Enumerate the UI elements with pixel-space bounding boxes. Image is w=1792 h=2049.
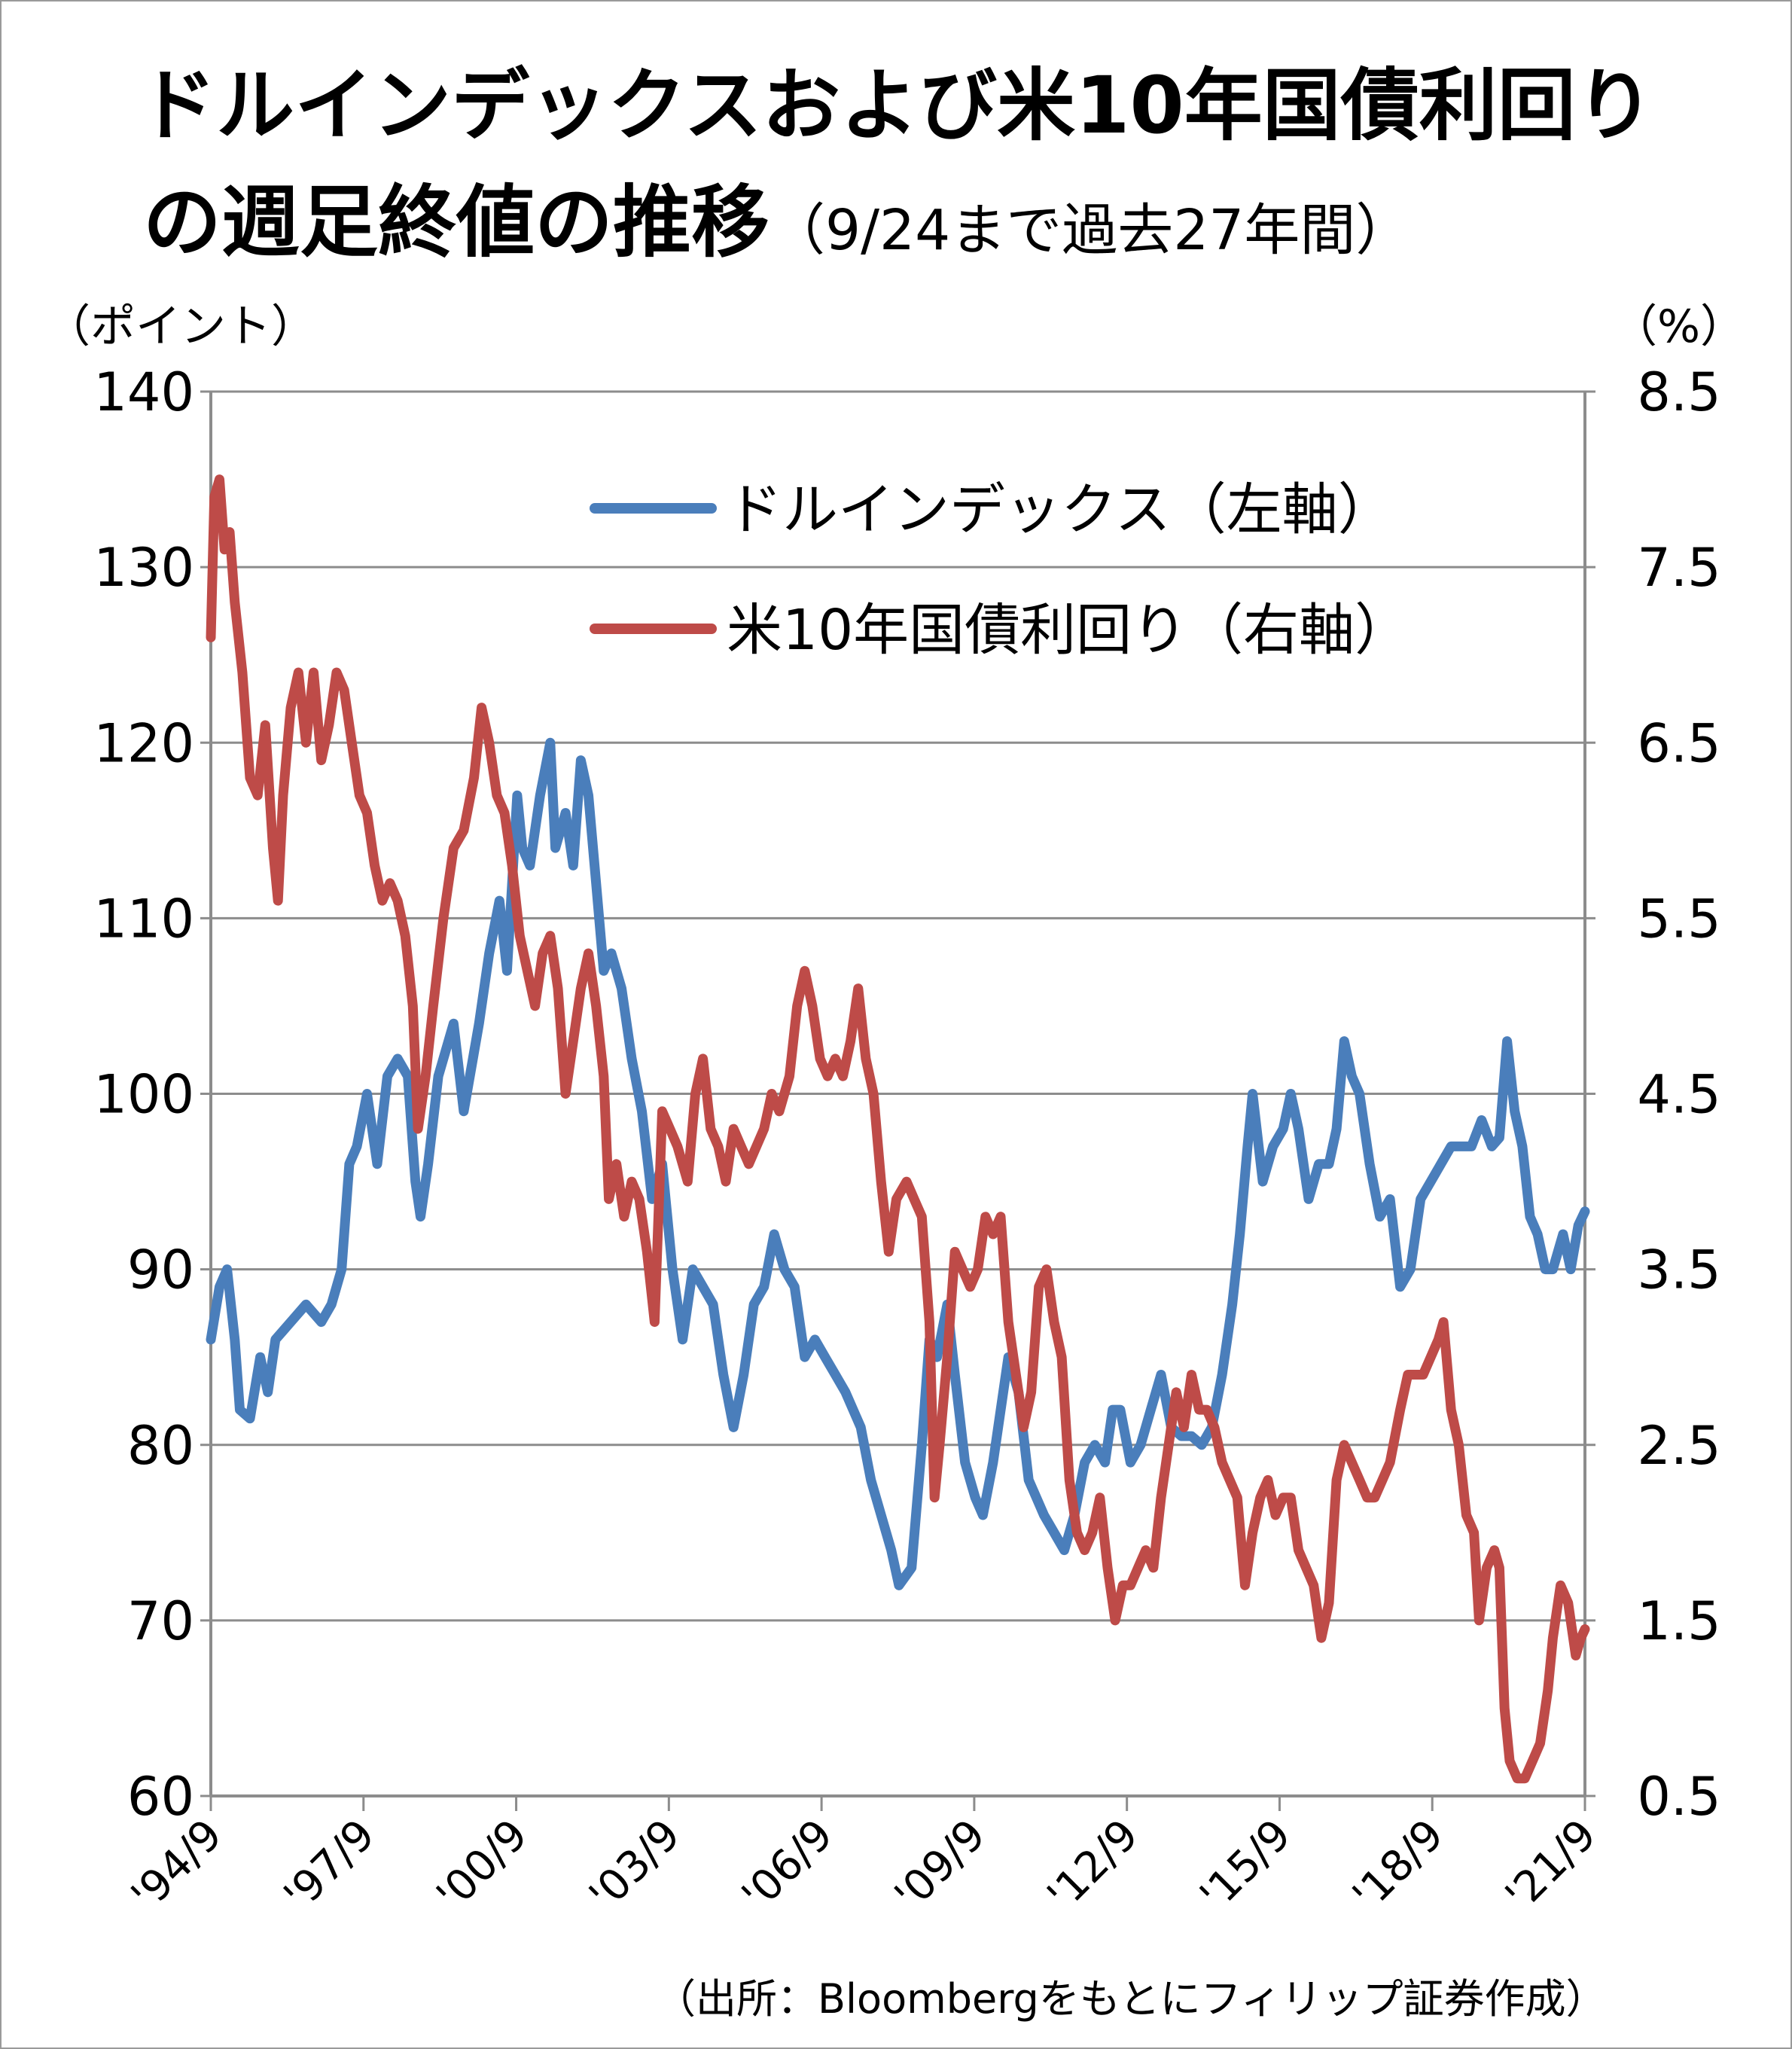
y-right-tick-label: 8.5 [1637,361,1720,423]
y-right-tick-label: 1.5 [1637,1590,1720,1652]
series-line-us10y-yield [206,474,1590,1784]
x-tick-label: '18/9 [1343,1810,1453,1920]
x-tick-labels: '94/9'97/9'00/9'03/9'06/9'09/9'12/9'15/9… [122,1810,1606,1920]
x-tick-label: '97/9 [275,1810,385,1920]
legend: ドルインデックス（左軸） 米10年国債利回り（右軸） [590,477,1410,663]
x-tick-label: '15/9 [1191,1810,1301,1920]
series-lines [206,474,1590,1784]
y-left-tick-label: 140 [93,361,194,423]
y-right-tick-label: 6.5 [1637,712,1720,774]
y-right-tick-labels: 8.5 7.5 6.5 5.5 4.5 3.5 2.5 1.5 0.5 [1637,361,1720,1828]
y-right-tick-label: 4.5 [1637,1064,1720,1126]
y-left-tick-label: 110 [93,888,194,950]
y-right-tick-label: 7.5 [1637,537,1720,599]
y-right-tick-label: 3.5 [1637,1239,1720,1301]
x-tick-label: '00/9 [428,1810,538,1920]
chart-title: ドルインデックスおよび米10年国債利回り [138,59,1654,151]
y-left-tick-label: 90 [127,1239,194,1301]
legend-label: ドルインデックス（左軸） [727,477,1394,542]
series-line-dollar-index [206,737,1590,1590]
grid-lines [211,390,1585,1622]
y-left-tick-label: 60 [127,1766,194,1828]
x-tick-label: '12/9 [1038,1810,1148,1920]
y-right-tick-label: 0.5 [1637,1766,1720,1828]
chart-subtitle: の週足終値の推移（9/24まで過去27年間） [143,158,1411,272]
chart-title-line2: の週足終値の推移 [143,176,770,268]
legend-label: 米10年国債利回り（右軸） [727,598,1410,663]
y-right-tick-label: 5.5 [1637,888,1720,950]
x-tick-label: '09/9 [885,1810,995,1920]
y-left-tick-label: 100 [93,1064,194,1126]
x-tick-label: '21/9 [1496,1810,1606,1920]
x-tick-label: '06/9 [733,1810,843,1920]
x-tick-label: '03/9 [580,1810,690,1920]
y-left-tick-label: 70 [127,1590,194,1652]
y-right-tick-label: 2.5 [1637,1415,1720,1477]
y-left-unit: （ポイント） [45,300,316,353]
y-left-tick-label: 120 [93,712,194,774]
chart-title-note: （9/24まで過去27年間） [770,198,1412,263]
y-right-unit: （%） [1611,300,1745,353]
source-note: （出所：Bloombergをもとにフィリップ証券作成） [655,1975,1607,2023]
y-left-tick-label: 130 [93,537,194,599]
y-left-tick-labels: 140 130 120 110 100 90 80 70 60 [93,361,194,1828]
y-left-tick-label: 80 [127,1415,194,1477]
